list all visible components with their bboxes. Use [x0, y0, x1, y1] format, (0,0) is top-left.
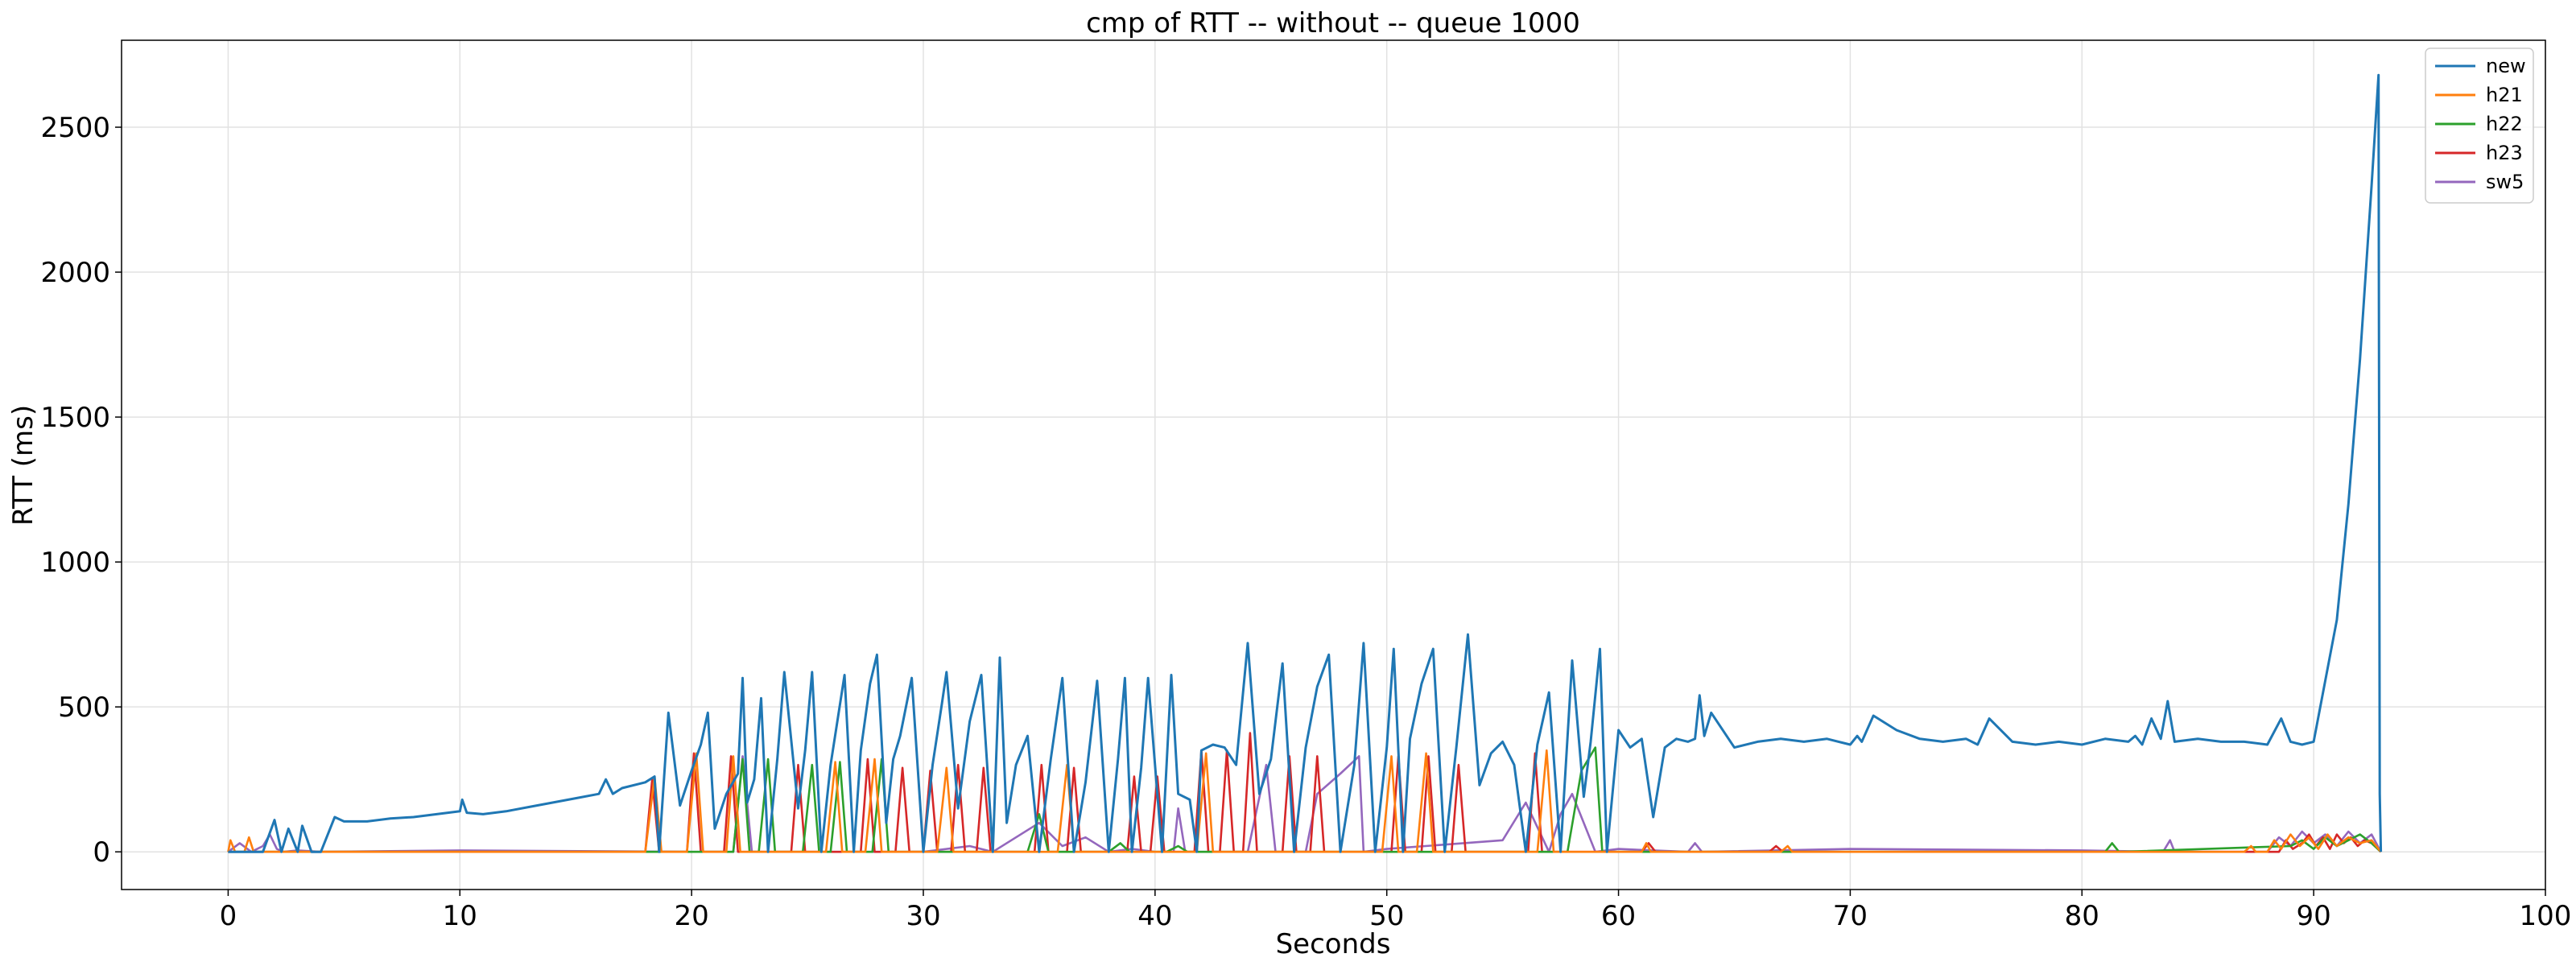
x-axis-ticks: 0 10 20 30 40 50 60 70 80 90 100 [220, 890, 2572, 932]
legend-label-h22: h22 [2486, 113, 2523, 135]
legend: new h21 h22 h23 sw5 [2425, 47, 2534, 204]
y-tick-label: 500 [58, 691, 110, 724]
x-tick-label: 10 [443, 900, 477, 932]
legend-label-h23: h23 [2486, 142, 2523, 164]
x-tick-label: 30 [906, 900, 940, 932]
y-axis-label: RTT (ms) [7, 405, 39, 526]
x-tick-label: 90 [2297, 900, 2331, 932]
x-tick-label: 20 [674, 900, 708, 932]
y-tick-label: 0 [93, 836, 110, 869]
series-layer [227, 73, 2383, 853]
legend-label-h21: h21 [2486, 84, 2523, 106]
x-tick-label: 0 [220, 900, 237, 932]
x-tick-label: 70 [1833, 900, 1868, 932]
x-tick-label: 100 [2520, 900, 2572, 932]
plot-frame [121, 39, 2546, 890]
x-tick-label: 60 [1601, 900, 1636, 932]
chart-title: cmp of RTT -- without -- queue 1000 [1086, 7, 1580, 39]
x-tick-label: 50 [1369, 900, 1404, 932]
legend-label-sw5: sw5 [2486, 171, 2524, 193]
y-axis-ticks: 0 500 1000 1500 2000 2500 [40, 112, 122, 869]
x-tick-label: 80 [2065, 900, 2099, 932]
series-line-new [228, 73, 2383, 853]
legend-box [2425, 47, 2534, 204]
y-tick-label: 1500 [40, 402, 110, 434]
y-tick-label: 1000 [40, 547, 110, 579]
y-tick-label: 2500 [40, 112, 110, 144]
series-line-h21 [227, 749, 2382, 853]
grid-layer [122, 40, 2546, 890]
x-axis-label: Seconds [1276, 928, 1391, 960]
y-tick-label: 2000 [40, 257, 110, 289]
x-tick-label: 40 [1137, 900, 1172, 932]
legend-label-new: new [2486, 55, 2526, 77]
